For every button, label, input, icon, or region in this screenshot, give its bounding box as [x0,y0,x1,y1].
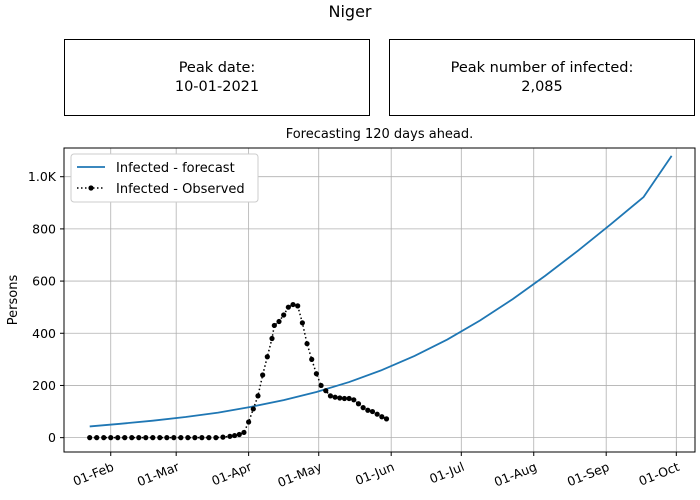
observed-point [351,397,357,403]
observed-point [178,435,184,441]
chart-title: Niger [328,2,372,21]
observed-point [295,303,301,309]
observed-point [346,395,352,402]
observed-point [143,435,149,441]
observed-point [304,341,310,347]
observed-point [87,435,93,441]
y-tick-label: 1.0K [28,169,57,184]
observed-point [101,435,107,441]
observed-point [115,435,121,441]
observed-point [213,435,219,441]
observed-point [260,372,266,378]
observed-point [220,434,226,440]
y-axis-label: Persons [6,275,21,326]
observed-point [309,356,315,362]
y-tick-label: 400 [32,326,56,341]
peak-infected-label: Peak number of infected: [450,60,634,76]
observed-point [241,429,247,436]
legend-observed-label: Infected - Observed [116,182,245,197]
x-tick-label: 01-Aug [492,459,539,490]
x-tick-label: 01-May [275,459,324,490]
observed-point [246,419,252,425]
series-observed-line [89,303,387,439]
y-tick-label: 0 [48,430,56,445]
observed-point [337,395,343,401]
observed-point [323,388,329,394]
observed-point [374,411,380,417]
observed-point [318,382,324,389]
observed-point [327,393,334,399]
x-tick-label: 01-Jul [427,459,466,486]
y-tick-label: 800 [32,221,56,236]
observed-point [227,433,233,439]
x-tick-label: 01-Jun [353,459,396,488]
observed-point [185,435,191,441]
peak-date-value: 10-01-2021 [174,79,260,95]
observed-point [360,405,366,411]
observed-point [94,435,100,441]
peak-infected-box: Peak number of infected: 2,085 [389,39,695,116]
observed-point [276,318,282,325]
chart-subtitle: Forecasting 120 days ahead. [285,127,474,142]
observed-point [164,435,170,441]
observed-point [365,407,371,413]
observed-point [157,435,163,441]
observed-point [236,431,242,438]
observed-point [332,394,338,400]
observed-point [232,432,238,439]
peak-infected-value: 2,085 [521,79,563,95]
plot-frame [63,147,696,453]
x-tick-label: 01-Oct [637,459,682,489]
observed-point [171,435,177,441]
observed-point [379,414,385,420]
observed-point [290,301,296,308]
x-tick-label: 01-Sep [565,459,611,489]
y-tick-label: 600 [32,274,56,289]
legend-forecast-label: Infected - forecast [116,161,235,176]
x-tick-label: 01-Mar [135,459,182,490]
observed-point [313,371,319,377]
observed-point [108,435,114,441]
observed-point [129,435,135,441]
observed-point [271,322,277,329]
observed-point [136,435,142,441]
observed-point [285,304,291,310]
x-tick-label: 01-Feb [71,459,116,489]
observed-point [250,406,256,412]
observed-point [299,320,305,326]
y-tick-label: 200 [32,378,56,393]
peak-date-label: Peak date: [178,60,256,76]
x-tick-label: 01-Apr [209,459,254,489]
legend-observed-marker [88,185,94,191]
legend: Infected - forecast Infected - Observed [70,153,259,203]
observed-point [122,435,128,441]
observed-point [269,335,275,342]
observed-point [355,401,362,407]
observed-point [206,435,212,441]
observed-point [150,435,156,441]
peak-date-box: Peak date: 10-01-2021 [64,39,370,116]
legend-box [70,153,259,203]
observed-point [199,435,205,441]
series-forecast-line [89,155,673,428]
observed-point [369,408,376,415]
observed-point [264,354,270,360]
observed-point [341,395,348,402]
observed-point [192,435,198,441]
observed-point [383,416,390,422]
observed-point [281,312,287,318]
observed-point [255,393,261,399]
